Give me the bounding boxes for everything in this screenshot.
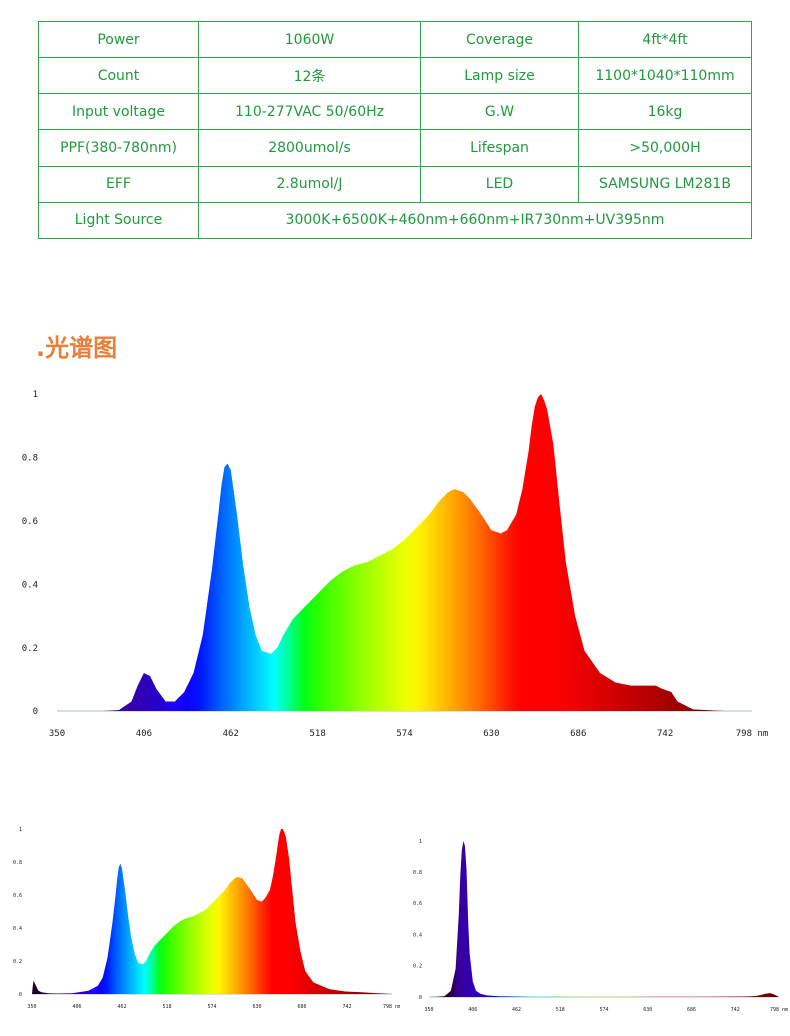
x-tick-label: 574 (599, 1007, 608, 1013)
spec-key: PPF(380-780nm) (38, 129, 199, 167)
spec-key: Count (38, 57, 199, 95)
table-row: Light Source 3000K+6500K+460nm+660nm+IR7… (38, 201, 752, 240)
y-tick-label: 0.8 (13, 860, 22, 866)
y-tick-label: 0.2 (413, 964, 422, 970)
y-tick-label: 0.4 (22, 580, 38, 590)
x-tick-label: 462 (512, 1007, 521, 1013)
spec-value: >50,000H (578, 129, 752, 167)
x-tick-label: 406 (72, 1004, 81, 1010)
spec-value: 12条 (198, 57, 421, 95)
x-tick-label: 742 (342, 1004, 351, 1010)
spec-value: 16kg (578, 93, 752, 131)
spec-key: EFF (38, 165, 199, 203)
y-tick-label: 0.2 (13, 959, 22, 965)
y-tick-label: 0 (419, 995, 422, 1001)
spec-value: 3000K+6500K+460nm+660nm+IR730nm+UV395nm (198, 201, 752, 240)
spec-key: Power (38, 20, 199, 59)
spec-key: Input voltage (38, 93, 199, 131)
spec-value: 1060W (198, 20, 421, 59)
spec-key: LED (420, 165, 579, 203)
y-tick-label: 0.8 (413, 870, 422, 876)
spec-key: Lamp size (420, 57, 579, 95)
y-tick-label: 0.4 (13, 926, 22, 932)
spec-value: 4ft*4ft (578, 20, 752, 59)
spec-value: 110-277VAC 50/60Hz (198, 93, 421, 131)
spec-key: Light Source (38, 201, 199, 240)
x-tick-label: 406 (468, 1007, 477, 1013)
x-tick-label: 630 (483, 729, 499, 739)
spectrum-area (57, 394, 752, 711)
x-tick-label: 742 (657, 729, 673, 739)
x-tick-label: 798 nm (383, 1004, 400, 1010)
x-tick-label: 462 (223, 729, 239, 739)
x-tick-label: 574 (207, 1004, 216, 1010)
table-row: PPF(380-780nm) 2800umol/s Lifespan >50,0… (38, 129, 752, 167)
spec-key: G.W (420, 93, 579, 131)
x-tick-label: 742 (731, 1007, 740, 1013)
y-tick-label: 0.8 (22, 454, 38, 464)
spec-key: Lifespan (420, 129, 579, 167)
x-tick-label: 574 (396, 729, 412, 739)
spec-value: SAMSUNG LM281B (578, 165, 752, 203)
spec-table: Power 1060W Coverage 4ft*4ft Count 12条 L… (38, 20, 752, 240)
table-row: EFF 2.8umol/J LED SAMSUNG LM281B (38, 165, 752, 203)
spectrum-chart-small-left: 350 406 462 518 574 630 686 742 798 nm 0 0.2 0.4 0.6… (13, 827, 400, 1010)
x-tick-label: 798 nm (770, 1007, 788, 1013)
y-tick-label: 0.6 (13, 893, 22, 899)
spec-value: 1100*1040*110mm (578, 57, 752, 95)
y-tick-label: 1 (419, 839, 422, 845)
y-tick-label: 0 (19, 992, 22, 998)
x-tick-label: 350 (424, 1007, 433, 1013)
spectrum-chart-small-right: 350 406 462 518 574 630 686 742 798 nm 0 0.2 0.4 0.6… (413, 839, 788, 1013)
x-tick-label: 518 (162, 1004, 171, 1010)
spectrum-chart-main: 350 406 462 518 574 630 686 742 798 nm 0 0.2 0.4 0.6… (22, 390, 769, 739)
spec-value: 2.8umol/J (198, 165, 421, 203)
x-tick-label: 686 (687, 1007, 696, 1013)
x-tick-label: 350 (49, 729, 65, 739)
table-row: Count 12条 Lamp size 1100*1040*110mm (38, 57, 752, 95)
y-tick-label: 0.6 (413, 901, 422, 907)
table-row: Input voltage 110-277VAC 50/60Hz G.W 16k… (38, 93, 752, 131)
table-row: Power 1060W Coverage 4ft*4ft (38, 20, 752, 59)
y-tick-label: 0.4 (413, 932, 422, 938)
x-tick-label: 630 (643, 1007, 652, 1013)
y-tick-label: 1 (33, 390, 38, 400)
spec-key: Coverage (420, 20, 579, 59)
x-tick-label: 518 (309, 729, 325, 739)
x-tick-label: 686 (297, 1004, 306, 1010)
x-tick-label: 630 (252, 1004, 261, 1010)
section-title: .光谱图 (36, 334, 118, 362)
spectrum-area (429, 841, 779, 997)
x-tick-label: 798 nm (736, 729, 769, 739)
spectrum-area (32, 829, 392, 994)
x-tick-label: 686 (570, 729, 586, 739)
y-tick-label: 0 (33, 707, 38, 717)
x-tick-label: 350 (27, 1004, 36, 1010)
x-tick-label: 462 (117, 1004, 126, 1010)
x-tick-label: 406 (136, 729, 152, 739)
y-tick-label: 0.6 (22, 517, 38, 527)
y-tick-label: 1 (19, 827, 22, 833)
x-tick-label: 518 (556, 1007, 565, 1013)
y-tick-label: 0.2 (22, 644, 38, 654)
spec-value: 2800umol/s (198, 129, 421, 167)
